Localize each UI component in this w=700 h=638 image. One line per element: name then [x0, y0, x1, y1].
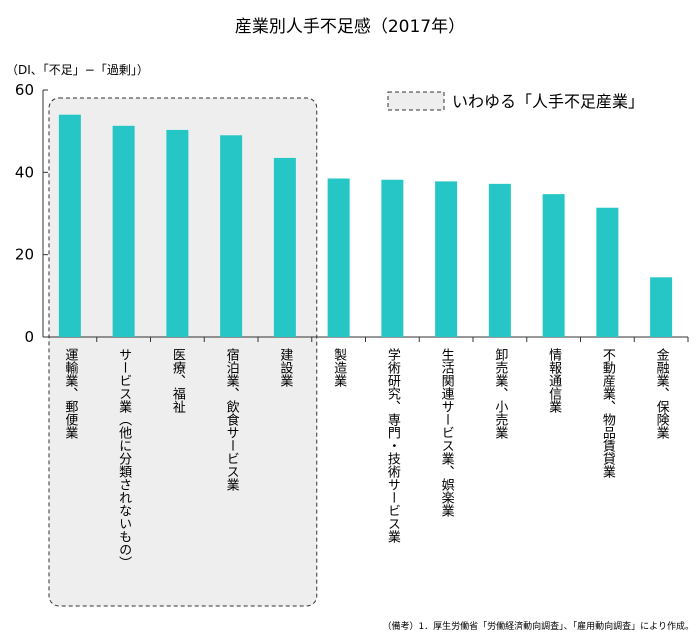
chart-title: 産業別人手不足感（2017年）: [235, 17, 465, 37]
category-label: 運輸業、郵便業: [62, 348, 78, 439]
bar-5: [273, 157, 296, 337]
category-label: 学術研究、専門・技術サービス業: [385, 347, 401, 543]
bar-11: [596, 207, 619, 337]
category-label: 生活関連サービス業、娯楽業: [439, 348, 455, 517]
category-label: 不動産業、物品賃貸業: [600, 348, 616, 478]
y-tick-label: 40: [15, 163, 34, 181]
y-tick-label: 20: [15, 246, 34, 264]
bar-9: [488, 183, 511, 337]
category-label: 卸売業、小売業: [492, 347, 508, 439]
y-tick-label: 60: [15, 81, 34, 99]
legend-swatch: [387, 91, 445, 111]
source-note: （備考）1．厚生労働省「労働経済動向調査」、「雇用動向調査」により作成。: [382, 620, 694, 632]
bar-2: [112, 125, 135, 337]
bar-4: [220, 135, 243, 337]
category-label: 建設業: [277, 348, 293, 387]
category-label: 製造業: [331, 348, 347, 387]
category-label: サービス業（他に分類されないもの）: [116, 348, 132, 569]
bar-3: [166, 129, 189, 337]
bar-6: [327, 178, 350, 337]
bar-8: [435, 181, 458, 337]
bar-1: [58, 114, 81, 337]
y-unit-label: （DI、「不足」−「過剰」）: [6, 63, 149, 77]
bar-7: [381, 179, 404, 337]
bar-12: [650, 277, 673, 337]
category-label: 医療、福祉: [170, 348, 186, 414]
bar-10: [542, 194, 565, 337]
y-tick-label: 0: [24, 328, 34, 346]
legend-label: いわゆる「人手不足産業」: [452, 92, 644, 111]
category-label: 宿泊業、飲食サービス業: [224, 347, 240, 491]
category-label: 情報通信業: [546, 348, 562, 413]
category-label: 金融業、保険業: [654, 347, 670, 439]
